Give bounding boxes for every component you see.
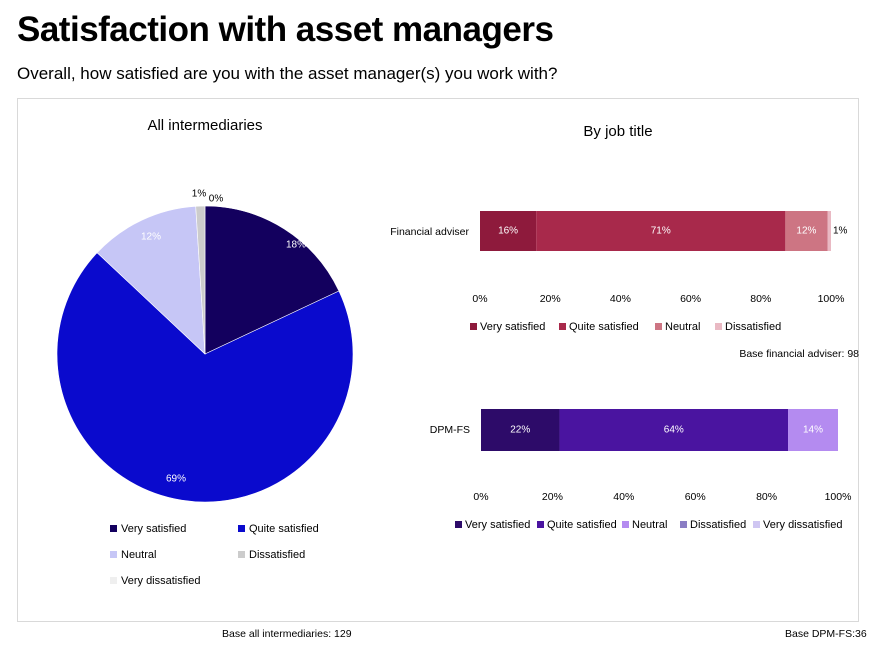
bar-axis-tick-label: 20% bbox=[540, 293, 561, 305]
fa-base-note: Base financial adviser: 98 bbox=[739, 348, 859, 360]
bar-axis-tick-label: 100% bbox=[818, 293, 845, 305]
pie-slice-dissatisfied bbox=[195, 205, 206, 355]
bar-legend-label: Dissatisfied bbox=[725, 321, 781, 333]
bar-legend-label: Dissatisfied bbox=[690, 519, 746, 531]
pie-data-label: 18% bbox=[286, 240, 306, 251]
dpm-base-note: Base DPM-FS:36 bbox=[785, 628, 867, 640]
bar-axis-tick-label: 20% bbox=[542, 491, 563, 503]
bar-legend-label: Neutral bbox=[665, 321, 700, 333]
bar-legend-swatch bbox=[537, 521, 544, 528]
bar-legend-swatch bbox=[470, 323, 477, 330]
page-subtitle: Overall, how satisfied are you with the … bbox=[17, 64, 558, 83]
bar-axis-tick-label: 60% bbox=[685, 491, 706, 503]
bar-data-label: 14% bbox=[803, 425, 823, 436]
pie-legend-label: Neutral bbox=[121, 549, 156, 561]
bar-segment-quite-satisfied bbox=[559, 409, 789, 451]
bar-axis-tick-label: 60% bbox=[680, 293, 701, 305]
pie-data-label: 0% bbox=[209, 194, 224, 205]
bar-legend-label: Very dissatisfied bbox=[763, 519, 842, 531]
bar-data-label: 12% bbox=[796, 226, 816, 237]
bar-legend-label: Quite satisfied bbox=[547, 519, 617, 531]
bar-legend-swatch bbox=[680, 521, 687, 528]
pie-legend-label: Very satisfied bbox=[121, 523, 186, 535]
pie-legend-swatch bbox=[110, 525, 117, 532]
pie-legend-swatch bbox=[238, 551, 245, 558]
bar-legend-label: Very satisfied bbox=[480, 321, 545, 333]
bar-segment-quite-satisfied bbox=[536, 211, 786, 251]
bar-legend-swatch bbox=[559, 323, 566, 330]
bar-data-label: 64% bbox=[664, 425, 684, 436]
bar-data-label: 16% bbox=[498, 226, 518, 237]
bar-chart-title: By job title bbox=[583, 123, 652, 140]
pie-legend-label: Dissatisfied bbox=[249, 549, 305, 561]
bar-legend-swatch bbox=[655, 323, 662, 330]
bar-axis-tick-label: 100% bbox=[825, 491, 852, 503]
bar-legend-swatch bbox=[455, 521, 462, 528]
pie-data-label: 12% bbox=[141, 232, 161, 243]
pie-title: All intermediaries bbox=[147, 117, 262, 134]
bar-legend-swatch bbox=[715, 323, 722, 330]
pie-legend-label: Quite satisfied bbox=[249, 523, 319, 535]
bar-legend-label: Neutral bbox=[632, 519, 667, 531]
bar-segment-neutral bbox=[785, 211, 828, 251]
pie-legend-swatch bbox=[238, 525, 245, 532]
page-title: Satisfaction with asset managers bbox=[17, 10, 554, 49]
pie-legend-label: Very dissatisfied bbox=[121, 575, 200, 587]
bar-axis-tick-label: 40% bbox=[610, 293, 631, 305]
bar-legend-label: Very satisfied bbox=[465, 519, 530, 531]
pie-slice-very-satisfied bbox=[204, 205, 340, 355]
bar-segment-dissatisfied bbox=[827, 211, 831, 251]
bar-axis-tick-label: 0% bbox=[473, 491, 488, 503]
pie-data-label: 1% bbox=[192, 189, 207, 200]
pie-legend-swatch bbox=[110, 577, 117, 584]
pie-base-note: Base all intermediaries: 129 bbox=[222, 628, 352, 640]
bar-legend-swatch bbox=[622, 521, 629, 528]
bar-axis-tick-label: 80% bbox=[750, 293, 771, 305]
bar-axis-tick-label: 40% bbox=[613, 491, 634, 503]
bar-segment-very-satisfied bbox=[480, 211, 537, 251]
bar-axis-tick-label: 80% bbox=[756, 491, 777, 503]
bar-category-label: Financial adviser bbox=[390, 226, 469, 238]
bar-legend-label: Quite satisfied bbox=[569, 321, 639, 333]
bar-legend-swatch bbox=[753, 521, 760, 528]
bar-data-label: 22% bbox=[510, 425, 530, 436]
chart-frame: All intermediaries 18% 69% 12% 1% 0% Very sati… bbox=[17, 98, 859, 622]
bar-axis-tick-label: 0% bbox=[472, 293, 487, 305]
pie-slice-quite-satisfied bbox=[56, 252, 354, 503]
bar-data-label: 1% bbox=[833, 226, 848, 237]
bar-data-label: 71% bbox=[651, 226, 671, 237]
bar-segment-neutral bbox=[788, 409, 838, 451]
pie-slice-neutral bbox=[96, 205, 206, 355]
pie-legend-swatch bbox=[110, 551, 117, 558]
bar-segment-very-satisfied bbox=[481, 409, 560, 451]
bar-category-label: DPM-FS bbox=[430, 424, 470, 436]
pie-data-label: 69% bbox=[166, 474, 186, 485]
